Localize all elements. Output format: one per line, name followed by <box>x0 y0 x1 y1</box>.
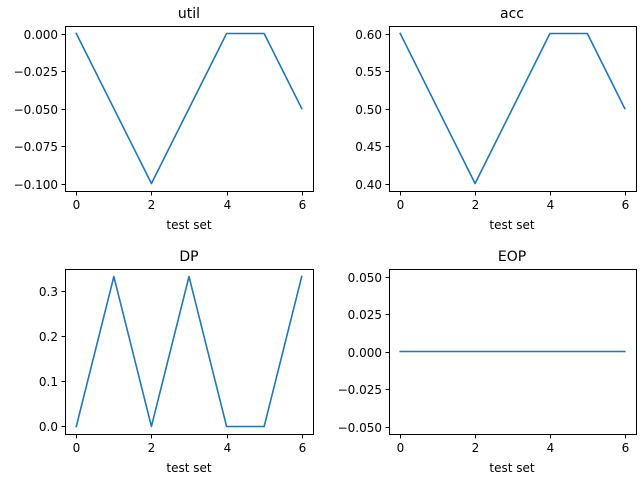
y-tick-label: −0.025 <box>14 65 58 79</box>
x-tick-label: 0 <box>397 198 405 212</box>
x-tick-label: 2 <box>148 198 156 212</box>
x-tick-label: 2 <box>148 441 156 455</box>
x-tick-label: 2 <box>472 441 480 455</box>
y-tick-label: 0.45 <box>355 140 382 154</box>
plot-area: 0 2 4 6 0.60 0.55 0.50 0.45 0.40 <box>355 26 637 212</box>
subplot-title: DP <box>179 249 198 265</box>
subplot-eop: EOP 0 2 4 6 0.050 0.025 0.000 −0.025 −0.050 test… <box>338 249 637 475</box>
x-tick-label: 4 <box>547 198 555 212</box>
subplot-title: acc <box>500 6 524 22</box>
x-tick-label: 2 <box>472 198 480 212</box>
y-tick-label: −0.050 <box>14 103 58 117</box>
x-tick-label: 4 <box>224 441 232 455</box>
x-axis-label: test set <box>489 461 534 475</box>
subplot-acc: acc 0 2 4 6 0.60 0.55 0.50 0.45 0.40 test set <box>355 6 637 232</box>
y-tick-label: 0.2 <box>39 330 58 344</box>
series-line <box>75 275 303 428</box>
subplot-util: util 0 2 4 6 0.000 −0.025 −0.050 −0.075 −0.100 t… <box>14 6 314 232</box>
x-tick-label: 4 <box>547 441 555 455</box>
y-tick-label: 0.50 <box>355 103 382 117</box>
y-tick-label: −0.025 <box>338 383 382 397</box>
y-tick-label: 0.000 <box>24 28 58 42</box>
y-tick-label: −0.050 <box>338 421 382 435</box>
x-tick-label: 6 <box>622 198 630 212</box>
axes-frame <box>65 269 314 435</box>
y-tick-label: 0.025 <box>348 308 382 322</box>
y-tick-label: 0.55 <box>355 65 382 79</box>
y-tick-label: 0.0 <box>39 420 58 434</box>
x-tick-label: 0 <box>73 198 81 212</box>
x-tick-label: 6 <box>299 441 307 455</box>
y-tick-label: −0.100 <box>14 178 58 192</box>
y-tick-label: 0.050 <box>348 271 382 285</box>
x-tick-label: 0 <box>73 441 81 455</box>
x-tick-label: 4 <box>224 198 232 212</box>
x-tick-label: 6 <box>622 441 630 455</box>
plot-area: 0 2 4 6 0.3 0.2 0.1 0.0 <box>39 269 314 455</box>
series-line <box>75 32 303 185</box>
plot-area: 0 2 4 6 0.000 −0.025 −0.050 −0.075 −0.100 <box>14 26 314 212</box>
y-tick-label: 0.60 <box>355 28 382 42</box>
x-tick-label: 0 <box>397 441 405 455</box>
y-tick-label: −0.075 <box>14 140 58 154</box>
subplot-title: util <box>178 6 200 22</box>
y-tick-label: 0.000 <box>348 346 382 360</box>
x-axis-label: test set <box>489 218 534 232</box>
x-axis-label: test set <box>166 218 211 232</box>
y-tick-label: 0.40 <box>355 178 382 192</box>
plot-area: 0 2 4 6 0.050 0.025 0.000 −0.025 −0.050 <box>338 269 637 455</box>
y-tick-label: 0.3 <box>39 285 58 299</box>
series-line <box>399 32 626 185</box>
subplot-dp: DP 0 2 4 6 0.3 0.2 0.1 0.0 test set <box>39 249 314 475</box>
subplot-title: EOP <box>498 249 526 265</box>
x-axis-label: test set <box>166 461 211 475</box>
y-tick-label: 0.1 <box>39 375 58 389</box>
x-tick-label: 6 <box>299 198 307 212</box>
